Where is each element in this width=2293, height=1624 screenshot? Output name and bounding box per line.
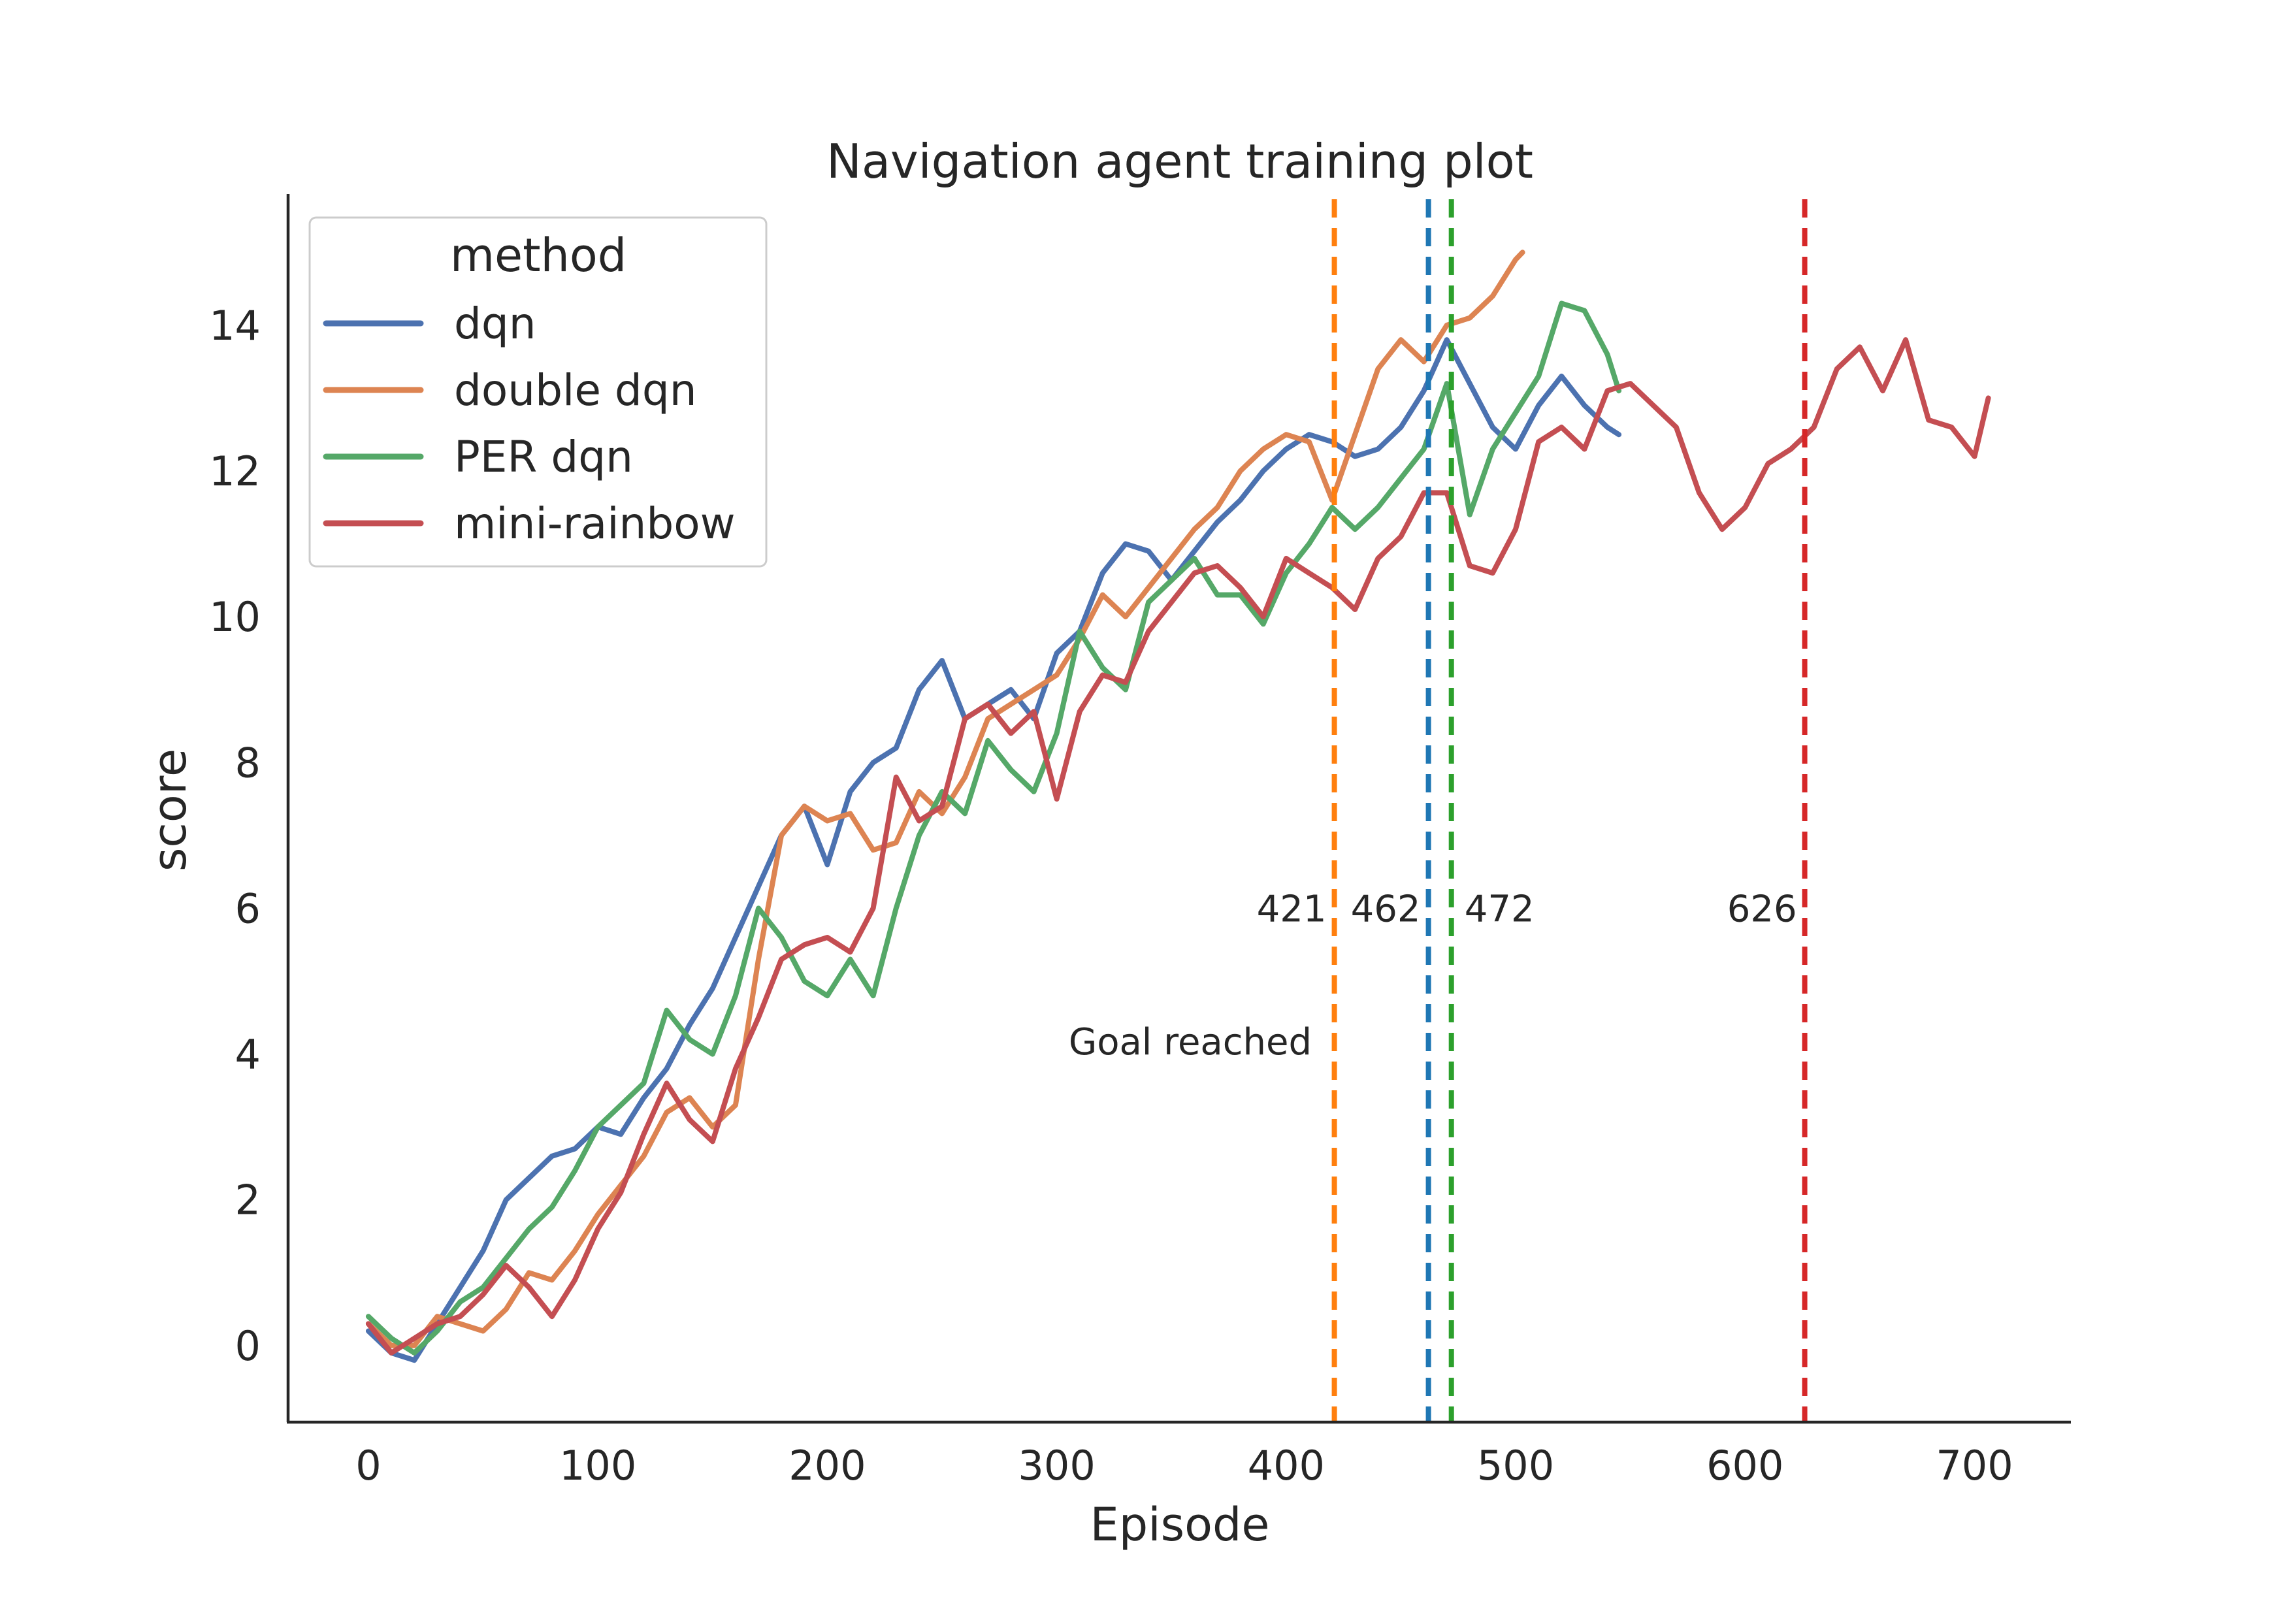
- x-tick-labels: 0 100 200 300 400 500 600 700: [355, 1442, 2013, 1489]
- goal-episode-label-626: 626: [1727, 888, 1797, 930]
- goal-episode-label-421: 421: [1257, 888, 1327, 930]
- series-line-dqn: [365, 337, 1622, 1363]
- x-tick-label: 100: [559, 1442, 636, 1489]
- x-tick-label: 400: [1248, 1442, 1325, 1489]
- legend-label-mini-rainbow: mini-rainbow: [454, 498, 736, 549]
- x-tick-label: 700: [1936, 1442, 2013, 1489]
- plot-area: [365, 199, 1991, 1422]
- goal-episode-label-462: 462: [1351, 888, 1421, 930]
- y-tick-label: 14: [209, 302, 261, 349]
- legend-box: [308, 216, 768, 568]
- y-tick-label: 8: [235, 739, 261, 787]
- goal-annotation: Goal reached: [1069, 1021, 1312, 1064]
- series-line-per-dqn: [365, 300, 1622, 1356]
- legend-title: method: [450, 229, 626, 282]
- legend-label-dqn: dqn: [454, 299, 536, 349]
- x-tick-label: 200: [789, 1442, 866, 1489]
- series-line-mini-rainbow: [365, 337, 1991, 1356]
- y-tick-label: 4: [235, 1031, 261, 1079]
- y-axis-title: score: [143, 749, 197, 871]
- x-tick-label: 500: [1477, 1442, 1554, 1489]
- legend-label-per-dqn: PER dqn: [454, 432, 633, 482]
- y-tick-label: 6: [235, 885, 261, 932]
- x-tick-label: 600: [1706, 1442, 1783, 1489]
- x-axis-title: Episode: [1090, 1498, 1270, 1551]
- y-tick-label: 12: [209, 447, 261, 495]
- legend-label-double-dqn: double dqn: [454, 365, 697, 415]
- y-tick-label: 2: [235, 1177, 261, 1224]
- goal-episode-label-472: 472: [1465, 888, 1535, 930]
- series-line-double-dqn: [365, 250, 1525, 1348]
- x-tick-label: 0: [355, 1442, 381, 1489]
- x-tick-label: 300: [1018, 1442, 1095, 1489]
- y-tick-labels: 0 2 4 6 8 10 12 14: [209, 302, 261, 1370]
- y-tick-label: 10: [209, 593, 261, 641]
- legend-items: dqn double dqn PER dqn mini-rainbow: [323, 299, 736, 549]
- legend: method dqn double dqn PER dqn mini-rainbow: [308, 216, 768, 568]
- y-tick-label: 0: [235, 1322, 261, 1370]
- chart-title: Navigation agent training plot: [826, 134, 1533, 189]
- goal-episode-labels: 421 462 472 626: [1257, 888, 1797, 930]
